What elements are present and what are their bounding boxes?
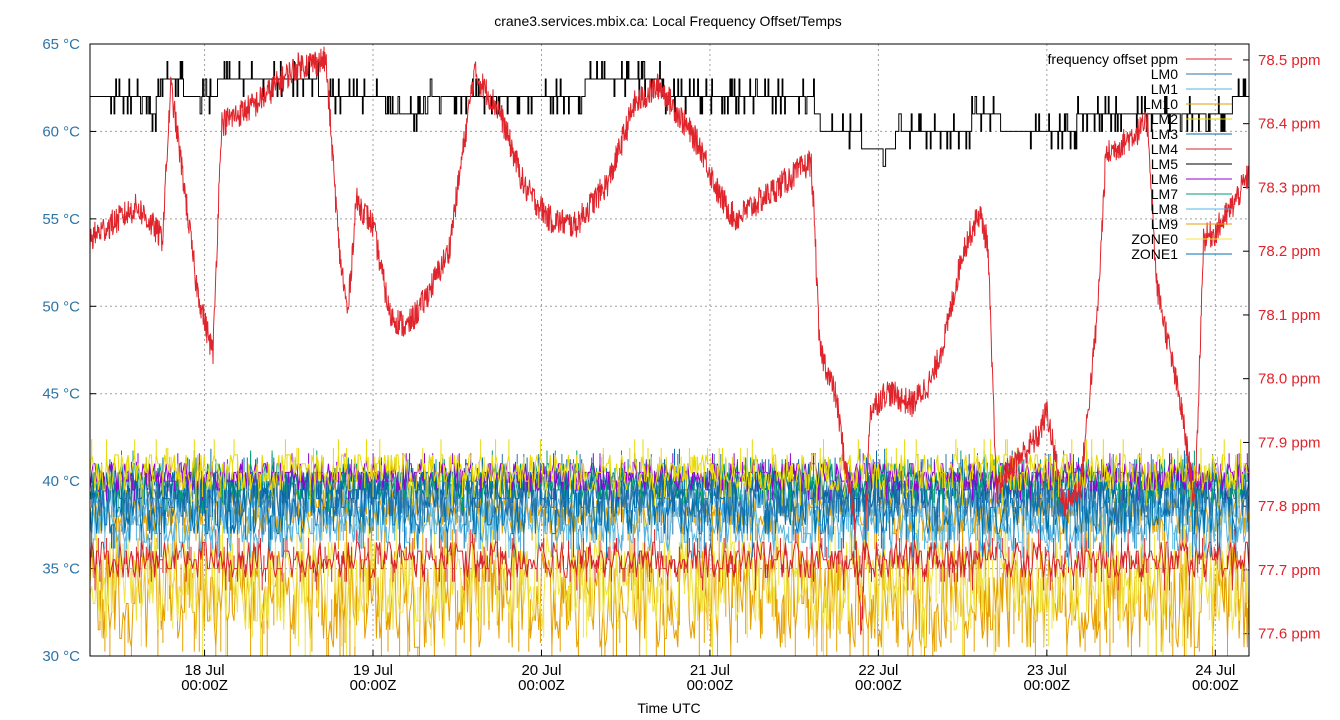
- legend-label: LM4: [1151, 141, 1178, 157]
- legend: frequency offset ppmLM0LM1LM10LM2LM3LM4L…: [1048, 51, 1232, 262]
- series-frequency-offset: [90, 46, 1249, 635]
- left-axis-tick-label: 35 °C: [42, 561, 80, 578]
- right-axis-tick-label: 78.1 ppm: [1258, 307, 1321, 324]
- right-axis-tick-labels: 77.6 ppm 77.7 ppm 77.8 ppm 77.9 ppm 78.0 ppm…: [1258, 52, 1321, 643]
- legend-label: frequency offset ppm: [1048, 51, 1178, 67]
- legend-label: ZONE0: [1131, 231, 1178, 247]
- right-axis-tick-label: 77.8 ppm: [1258, 498, 1321, 515]
- legend-label: LM9: [1151, 216, 1178, 232]
- right-axis-tick-label: 78.3 ppm: [1258, 179, 1321, 196]
- series-lm2: [90, 439, 1249, 506]
- legend-label: LM10: [1143, 96, 1178, 112]
- right-axis-tick-label: 77.9 ppm: [1258, 434, 1321, 451]
- right-axis-tick-label: 77.6 ppm: [1258, 626, 1321, 643]
- legend-label: LM8: [1151, 201, 1178, 217]
- left-axis-tick-label: 55 °C: [42, 211, 80, 228]
- legend-label: LM3: [1151, 126, 1178, 142]
- left-axis-tick-label: 40 °C: [42, 473, 80, 490]
- left-axis-tick-labels: 30 °C 35 °C 40 °C 45 °C 50 °C 55 °C 60 °C 65 °C: [42, 36, 80, 665]
- x-axis-tick-label-time: 00:00Z: [855, 677, 902, 694]
- legend-label: LM2: [1151, 111, 1178, 127]
- legend-label: LM7: [1151, 186, 1178, 202]
- left-axis-tick-label: 60 °C: [42, 123, 80, 140]
- legend-label: LM0: [1151, 66, 1178, 82]
- right-axis-tick-label: 77.7 ppm: [1258, 562, 1321, 579]
- right-axis-tick-label: 78.4 ppm: [1258, 116, 1321, 133]
- x-axis-tick-label-date: 20 Jul: [521, 662, 561, 679]
- x-axis-tick-label-time: 00:00Z: [1023, 677, 1070, 694]
- chart-title: crane3.services.mbix.ca: Local Frequency…: [494, 13, 842, 29]
- x-axis-tick-label-date: 18 Jul: [185, 662, 225, 679]
- right-axis-tick-label: 78.5 ppm: [1258, 52, 1321, 69]
- x-axis-tick-label-time: 00:00Z: [518, 677, 565, 694]
- legend-label: LM5: [1151, 156, 1178, 172]
- left-axis-tick-label: 65 °C: [42, 36, 80, 53]
- series-layer: [90, 46, 1249, 656]
- right-axis-tick-label: 78.0 ppm: [1258, 371, 1321, 388]
- x-axis-tick-label-date: 21 Jul: [690, 662, 730, 679]
- left-axis-tick-label: 50 °C: [42, 298, 80, 315]
- plot-frame: [89, 43, 1250, 657]
- x-axis-tick-label-date: 22 Jul: [858, 662, 898, 679]
- x-axis-tick-label-time: 00:00Z: [181, 677, 228, 694]
- series-clip-group: [90, 46, 1249, 656]
- x-axis-tick-label-time: 00:00Z: [687, 677, 734, 694]
- legend-label: LM6: [1151, 171, 1178, 187]
- x-axis-tick-label-time: 00:00Z: [350, 677, 397, 694]
- x-axis-tick-label-date: 23 Jul: [1027, 662, 1067, 679]
- x-axis-tick-label-date: 19 Jul: [353, 662, 393, 679]
- x-axis-tick-label-time: 00:00Z: [1192, 677, 1239, 694]
- left-axis-tick-label: 45 °C: [42, 386, 80, 403]
- right-axis-tick-label: 78.2 ppm: [1258, 243, 1321, 260]
- left-axis-tick-label: 30 °C: [42, 648, 80, 665]
- x-axis-label: Time UTC: [637, 700, 700, 716]
- legend-label: LM1: [1151, 81, 1178, 97]
- series-lm4: [90, 529, 1249, 591]
- legend-label: ZONE1: [1131, 246, 1178, 262]
- x-axis-tick-label-date: 24 Jul: [1195, 662, 1235, 679]
